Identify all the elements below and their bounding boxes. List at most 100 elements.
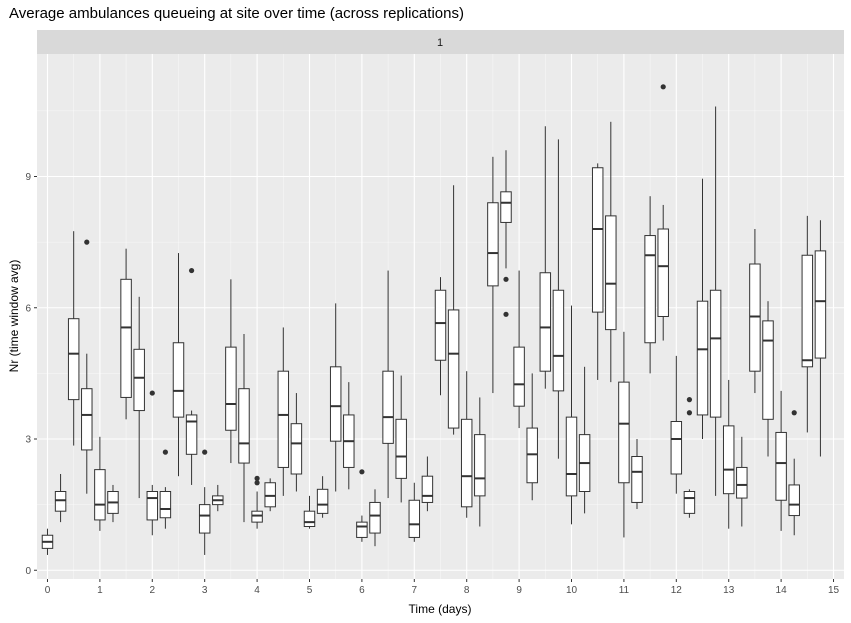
box-iqr bbox=[605, 215, 617, 331]
box-iqr bbox=[487, 202, 499, 287]
box-13 bbox=[722, 379, 735, 529]
box-5.25 bbox=[316, 476, 329, 518]
x-tick-label: 6 bbox=[359, 585, 365, 596]
box-12.5 bbox=[696, 178, 709, 439]
box-2 bbox=[146, 390, 159, 536]
box-iqr bbox=[395, 418, 407, 479]
box-iqr bbox=[198, 504, 211, 534]
box-iqr bbox=[120, 278, 132, 398]
facet-strip-label: 1 bbox=[437, 37, 443, 49]
outlier-point bbox=[162, 449, 168, 455]
box-iqr bbox=[172, 342, 185, 418]
box-iqr bbox=[290, 423, 303, 475]
box-8 bbox=[460, 371, 473, 518]
x-tick-label: 9 bbox=[516, 585, 522, 596]
box-iqr bbox=[788, 484, 800, 517]
y-tick-label: 9 bbox=[25, 172, 31, 183]
box-iqr bbox=[146, 491, 159, 521]
y-tick-label: 6 bbox=[25, 303, 31, 314]
y-tick-label: 3 bbox=[25, 435, 31, 446]
box-iqr bbox=[382, 370, 394, 444]
box-3.75 bbox=[238, 334, 250, 523]
box-8.5 bbox=[487, 156, 499, 394]
x-tick-label: 14 bbox=[776, 585, 788, 596]
box-iqr bbox=[238, 388, 250, 464]
x-tick-label: 2 bbox=[150, 585, 156, 596]
box-9.75 bbox=[552, 139, 565, 459]
box-1 bbox=[94, 436, 106, 531]
y-tick-label: 0 bbox=[25, 566, 31, 577]
box-10.25 bbox=[578, 366, 591, 514]
box-4.5 bbox=[277, 327, 290, 496]
box-iqr bbox=[526, 427, 538, 484]
box-iqr bbox=[94, 469, 106, 521]
outlier-point bbox=[686, 397, 693, 403]
x-tick-label: 7 bbox=[412, 585, 418, 596]
x-tick-label: 5 bbox=[307, 585, 313, 596]
chart-title: Average ambulances queueing at site over… bbox=[9, 5, 464, 22]
outlier-point bbox=[791, 410, 797, 416]
box-13.75 bbox=[762, 301, 774, 457]
outlier-point bbox=[84, 239, 90, 245]
box-iqr bbox=[81, 388, 93, 451]
facet-strip bbox=[37, 30, 844, 54]
box-7.5 bbox=[434, 277, 447, 396]
x-axis-label: Time (days) bbox=[409, 602, 472, 616]
box-0.5 bbox=[67, 231, 80, 446]
box-9 bbox=[513, 270, 525, 429]
x-axis: 0 1 2 3 4 5 6 7 8 9 10 11 12 13 14 15 bbox=[45, 579, 840, 596]
box-0.25 bbox=[54, 474, 67, 523]
box-iqr bbox=[657, 228, 669, 317]
box-3 bbox=[198, 449, 211, 555]
box-iqr bbox=[644, 235, 656, 344]
outlier-point bbox=[188, 267, 195, 274]
box-iqr bbox=[762, 320, 774, 420]
box-12.25 bbox=[683, 397, 696, 518]
box-iqr bbox=[631, 456, 643, 503]
box-10.5 bbox=[591, 163, 604, 380]
box-6.25 bbox=[369, 489, 381, 547]
box-3.25 bbox=[212, 484, 224, 512]
box-iqr bbox=[513, 346, 525, 407]
box-12.75 bbox=[709, 106, 722, 496]
box-1.5 bbox=[120, 248, 132, 420]
box-iqr bbox=[709, 289, 722, 418]
box-9.5 bbox=[539, 126, 552, 389]
box-iqr bbox=[722, 425, 735, 495]
box-1.25 bbox=[107, 484, 119, 523]
box-iqr bbox=[500, 191, 512, 223]
box-iqr bbox=[736, 466, 748, 499]
box-iqr bbox=[447, 309, 460, 429]
box-13.25 bbox=[736, 436, 748, 527]
x-tick-label: 12 bbox=[671, 585, 683, 596]
box-iqr bbox=[775, 431, 787, 501]
box-iqr bbox=[67, 318, 80, 401]
outlier-point bbox=[686, 410, 693, 416]
box-iqr bbox=[356, 521, 368, 538]
box-6.75 bbox=[395, 375, 407, 503]
box-7.25 bbox=[421, 456, 434, 512]
outlier-point bbox=[254, 480, 260, 486]
box-3.5 bbox=[225, 279, 237, 464]
box-iqr bbox=[565, 416, 578, 497]
box-iqr bbox=[460, 418, 473, 508]
box-iqr bbox=[670, 421, 683, 475]
box-iqr bbox=[329, 366, 342, 442]
box-14.5 bbox=[801, 215, 814, 433]
outlier-point bbox=[202, 449, 208, 455]
box-6.5 bbox=[382, 270, 394, 499]
y-axis: 0 3 6 9 bbox=[25, 172, 37, 577]
box-14 bbox=[775, 390, 787, 531]
box-7.75 bbox=[447, 185, 460, 435]
boxplot-series bbox=[41, 84, 827, 555]
box-4 bbox=[251, 475, 263, 529]
outlier-point bbox=[254, 475, 260, 481]
box-1.75 bbox=[133, 296, 145, 499]
outlier-point bbox=[503, 311, 509, 317]
box-iqr bbox=[408, 499, 421, 538]
outlier-point bbox=[503, 276, 509, 282]
box-7 bbox=[408, 482, 421, 542]
box-iqr bbox=[749, 263, 761, 372]
box-2.25 bbox=[159, 449, 172, 529]
